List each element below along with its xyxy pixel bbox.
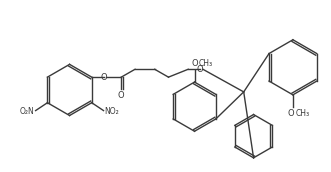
Text: O: O [118, 91, 124, 100]
Text: NO₂: NO₂ [105, 107, 119, 116]
Text: O: O [100, 73, 107, 82]
Text: CH₃: CH₃ [296, 109, 310, 118]
Text: O: O [197, 65, 203, 74]
Text: CH₃: CH₃ [199, 59, 213, 68]
Text: O: O [288, 109, 294, 118]
Text: O: O [191, 59, 198, 68]
Text: O₂N: O₂N [20, 107, 35, 116]
